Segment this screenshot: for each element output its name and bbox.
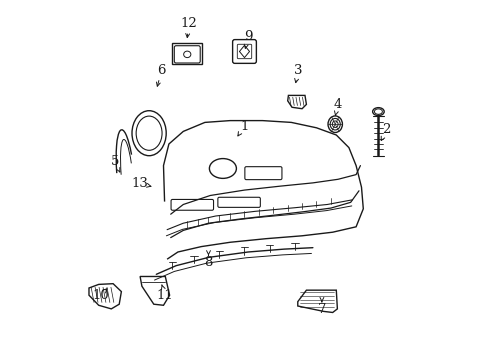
Text: 8: 8 bbox=[204, 256, 212, 269]
Text: 13: 13 bbox=[131, 177, 148, 190]
Text: 6: 6 bbox=[157, 64, 165, 77]
Text: 5: 5 bbox=[110, 156, 119, 168]
Text: 2: 2 bbox=[382, 123, 390, 136]
Text: 7: 7 bbox=[317, 303, 325, 316]
Text: 3: 3 bbox=[294, 64, 302, 77]
Text: 1: 1 bbox=[240, 120, 248, 132]
Text: 12: 12 bbox=[180, 17, 197, 30]
Text: 9: 9 bbox=[244, 30, 252, 42]
Text: 4: 4 bbox=[333, 98, 342, 111]
Text: 10: 10 bbox=[92, 289, 109, 302]
Text: 11: 11 bbox=[157, 289, 173, 302]
